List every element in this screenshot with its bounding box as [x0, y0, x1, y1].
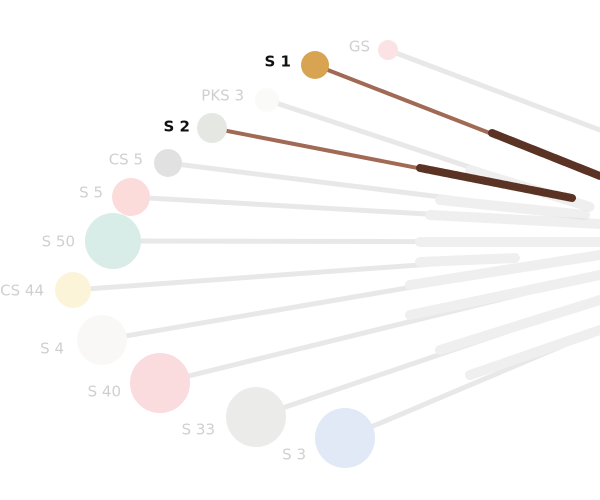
mallet-stick: [99, 252, 600, 343]
mallet[interactable]: CS 5: [109, 149, 590, 220]
mallet-grip: [488, 129, 600, 180]
mallet-label: S 4: [40, 340, 64, 358]
mallet-label: CS 44: [0, 282, 44, 300]
mallet-head: [130, 353, 190, 413]
mallet-grip: [416, 164, 576, 202]
mallet-head: [154, 149, 182, 177]
mallet-head: [315, 408, 375, 468]
mallet[interactable]: GS: [349, 38, 600, 133]
mallet-head: [112, 178, 150, 216]
mallet[interactable]: S 1: [265, 51, 600, 180]
mallet-head: [378, 40, 398, 60]
mallet-stick: [70, 255, 518, 293]
mallet-grip: [465, 325, 600, 380]
mallet-stick: [110, 238, 600, 245]
mallet[interactable]: S 3: [282, 325, 600, 468]
mallet-head: [255, 88, 279, 112]
mallet[interactable]: S 33: [182, 295, 600, 447]
mallet-head: [85, 213, 141, 269]
mallet[interactable]: S 5: [79, 178, 600, 229]
mallet-stick: [157, 272, 600, 386]
mallet[interactable]: S 50: [42, 213, 600, 269]
mallet-stick: [342, 327, 600, 441]
mallet-stick: [165, 160, 588, 218]
mallet-grip: [405, 270, 600, 320]
mallet-label: S 3: [282, 446, 306, 464]
mallet-label: CS 5: [109, 151, 143, 169]
mallet-label: S 1: [265, 53, 291, 71]
mallet-head: [226, 387, 286, 447]
mallet-label: S 5: [79, 184, 103, 202]
mallet[interactable]: CS 44: [0, 253, 520, 308]
mallet-stick: [128, 194, 600, 227]
mallet-label: S 50: [42, 233, 75, 251]
mallet-grip: [425, 210, 600, 229]
mallet-stick: [253, 297, 600, 420]
mallet-label: S 2: [164, 118, 190, 136]
mallet-head: [301, 51, 329, 79]
mallet-grip: [435, 295, 600, 355]
mallet-label: PKS 3: [201, 87, 244, 105]
mallet-stick: [385, 47, 600, 133]
mallet-label: GS: [349, 38, 370, 56]
mallet[interactable]: S 2: [164, 113, 576, 202]
mallet[interactable]: S 40: [88, 270, 600, 413]
mallet-head: [77, 315, 127, 365]
mallet[interactable]: S 4: [40, 250, 600, 365]
mallet-label: S 33: [182, 421, 215, 439]
mallet-grip: [405, 250, 600, 290]
mallet-head: [197, 113, 227, 143]
mallet-label: S 40: [88, 383, 121, 401]
mallet-head: [55, 272, 91, 308]
mallet-grip: [435, 195, 590, 220]
mallet-grip: [415, 253, 520, 267]
